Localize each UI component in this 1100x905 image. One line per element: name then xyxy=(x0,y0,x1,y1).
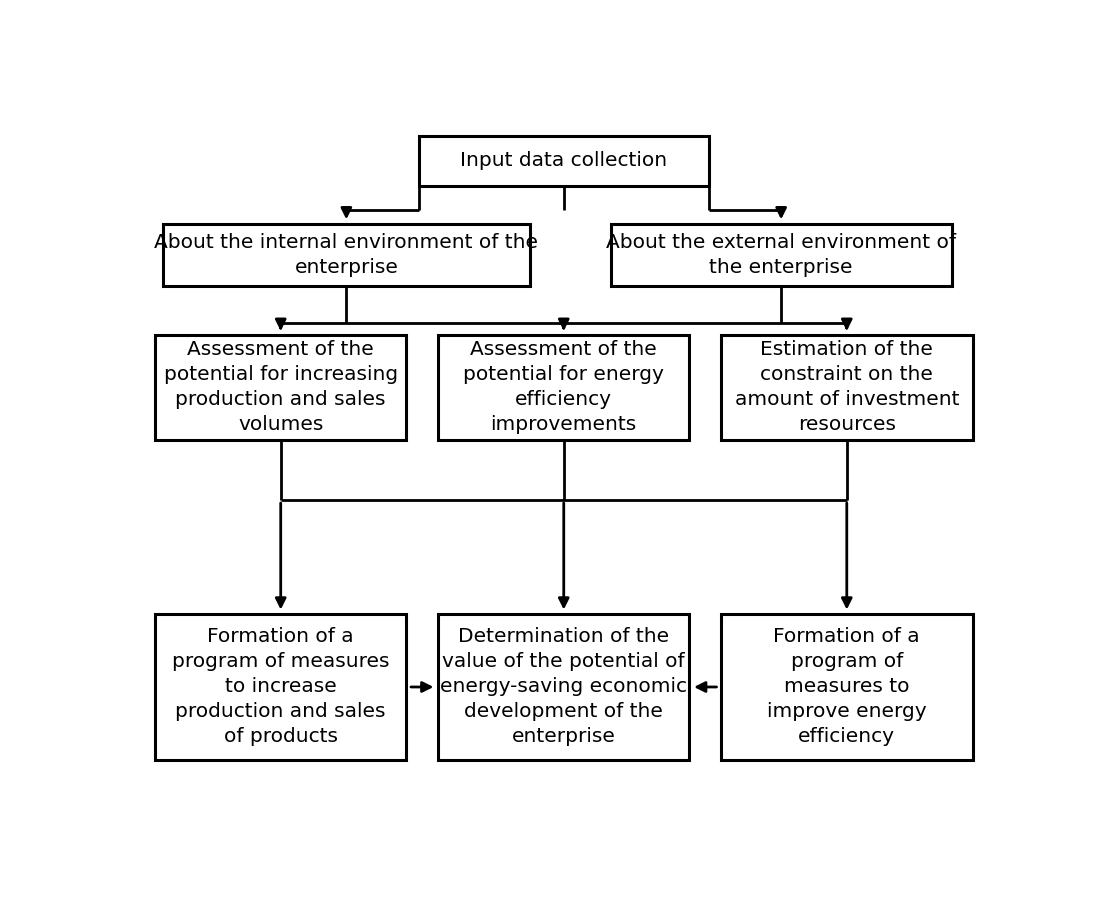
Bar xyxy=(720,335,972,440)
Bar xyxy=(610,224,952,286)
Text: About the internal environment of the
enterprise: About the internal environment of the en… xyxy=(154,233,538,277)
Text: About the external environment of
the enterprise: About the external environment of the en… xyxy=(606,233,956,277)
Text: Determination of the
value of the potential of
energy-saving economic
developmen: Determination of the value of the potent… xyxy=(440,627,688,747)
Text: Input data collection: Input data collection xyxy=(460,151,668,170)
Bar xyxy=(419,136,708,186)
Text: Formation of a
program of
measures to
improve energy
efficiency: Formation of a program of measures to im… xyxy=(767,627,926,747)
Bar xyxy=(438,614,690,760)
Bar xyxy=(163,224,529,286)
Text: Formation of a
program of measures
to increase
production and sales
of products: Formation of a program of measures to in… xyxy=(172,627,389,747)
Text: Assessment of the
potential for increasing
production and sales
volumes: Assessment of the potential for increasi… xyxy=(164,340,398,434)
Bar xyxy=(155,614,407,760)
Bar xyxy=(720,614,972,760)
Text: Assessment of the
potential for energy
efficiency
improvements: Assessment of the potential for energy e… xyxy=(463,340,664,434)
Text: Estimation of the
constraint on the
amount of investment
resources: Estimation of the constraint on the amou… xyxy=(735,340,959,434)
Bar xyxy=(438,335,690,440)
Bar xyxy=(155,335,407,440)
